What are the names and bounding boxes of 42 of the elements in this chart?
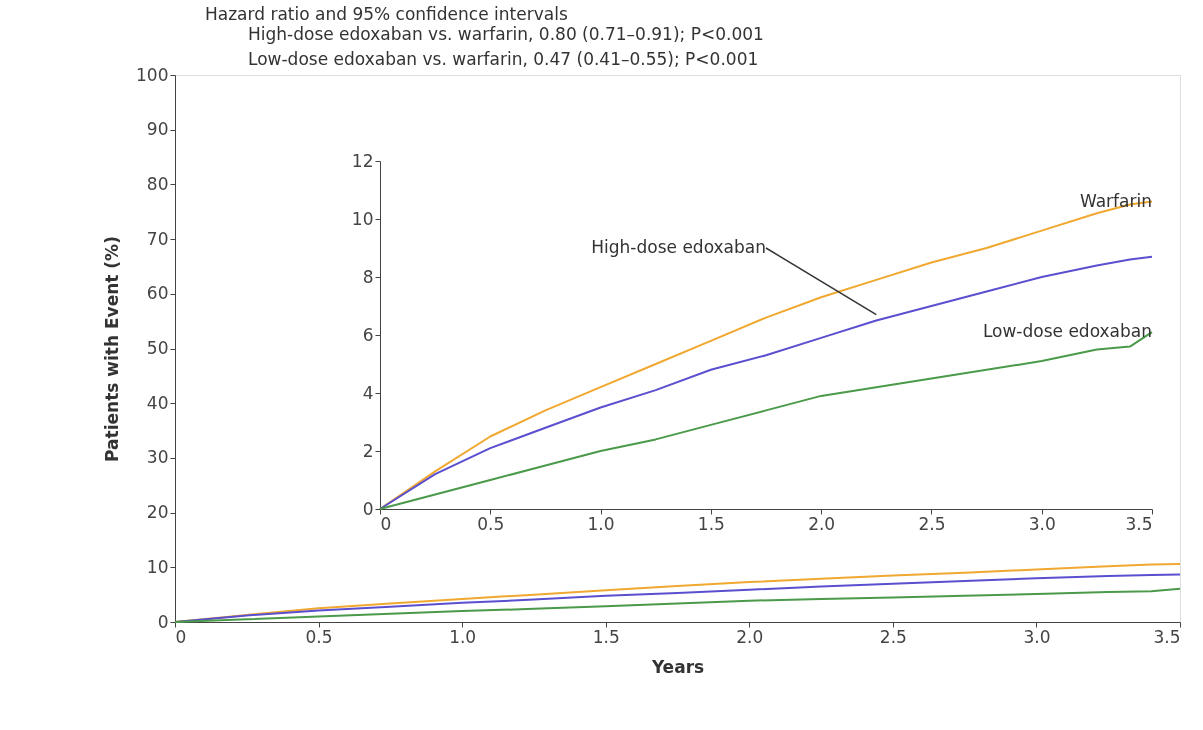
x-tick-label: 3.0 [1028,513,1056,534]
x-tick-label: 3.0 [1023,626,1051,647]
x-tick-label: 0 [175,626,187,647]
x-tick-label: 0 [380,513,392,534]
y-tick-label: 10 [146,556,169,577]
x-tick-label: 1.5 [697,513,725,534]
y-tick-label: 90 [146,119,169,140]
y-tick-label: 60 [146,283,169,304]
x-tick-label: 1.5 [592,626,620,647]
y-tick-label: 40 [146,392,169,413]
y-axis-title: Patients with Event (%) [102,236,123,462]
x-tick-label: 2.0 [736,626,764,647]
text: High-dose edoxaban vs. warfarin, 0.80 (0.71–0.91); P<0.001 [248,24,764,44]
x-tick-label: 0.5 [477,513,505,534]
y-tick-label: 80 [146,173,169,194]
text: High-dose edoxaban [591,237,766,257]
text: Low-dose edoxaban vs. warfarin, 0.47 (0.41–0.55); P<0.001 [248,49,759,69]
y-tick-label: 6 [362,324,374,345]
y-tick-label: 70 [146,228,169,249]
x-axis-title: Years [650,656,705,677]
x-tick-label: 0.5 [305,626,333,647]
chart-title: Hazard ratio and 95% confidence intervals [205,4,568,24]
x-tick-label: 1.0 [587,513,615,534]
y-tick-label: 12 [351,150,374,171]
x-tick-label: 2.5 [918,513,946,534]
series-label: Warfarin [1079,190,1152,211]
x-tick-label: 3.5 [1125,513,1153,534]
y-tick-label: 10 [351,208,374,229]
x-tick-label: 2.5 [879,626,907,647]
y-tick-label: 2 [362,440,374,461]
y-tick-label: 0 [362,498,374,519]
y-tick-label: 100 [136,64,169,85]
x-tick-label: 3.5 [1153,626,1181,647]
y-tick-label: 30 [146,447,169,468]
y-tick-label: 0 [157,611,169,632]
series-label: Low-dose edoxaban [982,321,1152,342]
y-tick-label: 8 [362,266,374,287]
y-tick-label: 4 [362,382,374,403]
y-tick-label: 20 [146,502,169,523]
y-tick-label: 50 [146,338,169,358]
x-tick-label: 2.0 [808,513,836,534]
x-tick-label: 1.0 [449,626,477,647]
